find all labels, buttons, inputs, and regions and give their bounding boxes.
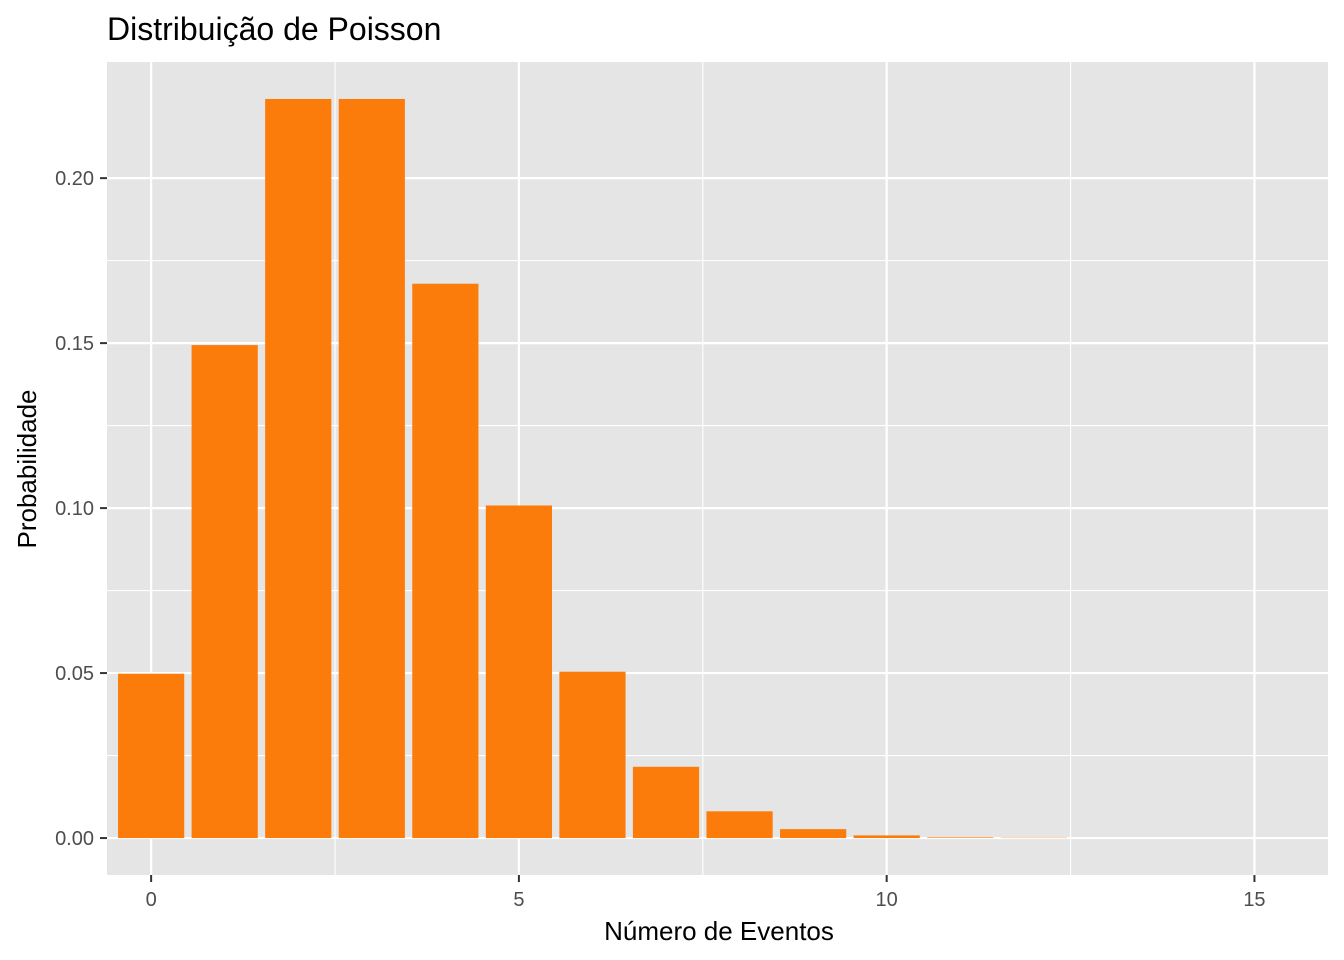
bar-0 [118,673,185,839]
bar-2 [265,98,332,839]
y-axis-title: Probabilidade [12,389,42,548]
bar-1 [191,345,258,839]
bars [118,98,1067,839]
y-axis: 0.00 0.05 0.10 0.15 0.20 [55,168,107,850]
y-tick-label: 0.15 [55,333,94,355]
x-axis-title: Número de Eventos [604,916,834,946]
x-tick-label: 10 [876,889,898,911]
y-tick-label: 0.00 [55,828,94,850]
x-tick-label: 0 [146,889,157,911]
bar-5 [485,505,553,839]
bar-8 [706,811,773,839]
x-tick-label: 15 [1243,889,1265,911]
y-tick-label: 0.10 [55,498,94,520]
bar-11 [927,837,994,839]
bar-6 [559,671,626,839]
bar-10 [853,835,920,839]
bar-7 [632,766,700,839]
y-tick-label: 0.20 [55,168,94,190]
x-tick-label: 5 [513,889,524,911]
bar-4 [412,283,479,839]
bar-9 [780,829,847,839]
y-tick-label: 0.05 [55,663,94,685]
chart-title: Distribuição de Poisson [107,11,441,47]
x-axis: 0 5 10 15 [146,875,1266,911]
bar-3 [338,98,405,839]
